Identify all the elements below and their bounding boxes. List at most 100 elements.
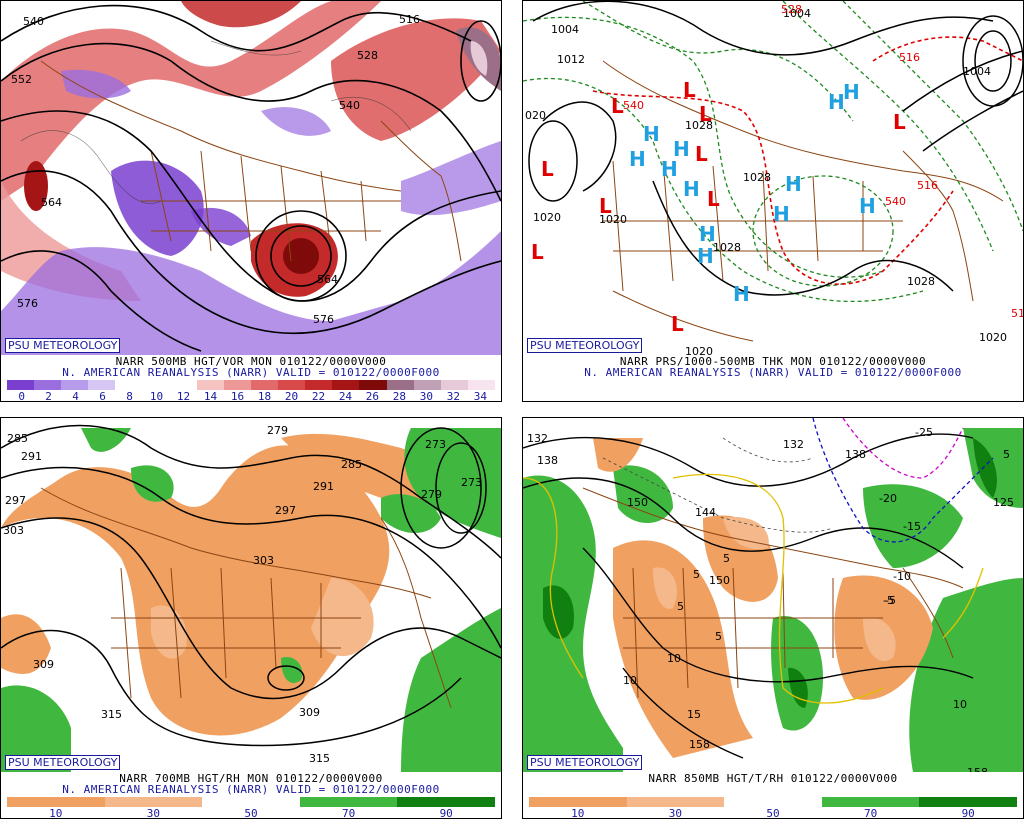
contour-label: 5	[1003, 448, 1010, 461]
map-500mb: 540 516 552 528 540 564 576 564 576	[1, 1, 501, 355]
scale-tick-label: 50	[766, 807, 780, 819]
contour-label: 132	[527, 432, 548, 445]
contour-label: 150	[709, 574, 730, 587]
contour-label: 5	[715, 630, 722, 643]
contour-labels: 285 291 297 303 279 285 291 297 303 273 …	[3, 424, 482, 765]
vorticity-color-scale	[7, 380, 495, 390]
low-symbol: L	[531, 240, 544, 264]
contour-label: 132	[783, 438, 804, 451]
scale-swatch	[196, 380, 224, 390]
contour-label: 138	[845, 448, 866, 461]
contour-label: 273	[425, 438, 446, 451]
scale-swatch	[115, 380, 143, 390]
freezing-line	[523, 473, 984, 704]
psu-meteorology-badge: PSU METEOROLOGY	[527, 755, 643, 770]
valid-time-caption: N. AMERICAN REANALYSIS (NARR) VALID = 01…	[62, 366, 440, 379]
thickness-labels: 516 540 528 516 540 51	[623, 3, 1023, 320]
chart-caption: NARR 500MB HGT/VOR MON 010122/0000V000	[115, 355, 387, 368]
thickness-label: 516	[917, 179, 938, 192]
scale-swatch	[142, 380, 170, 390]
isobar-contours	[528, 1, 1023, 296]
scale-tick-label: 30	[419, 390, 434, 402]
height-contours	[1, 4, 501, 352]
valid-time-caption: N. AMERICAN REANALYSIS (NARR) VALID = 01…	[584, 366, 962, 379]
pressure-label: 1028	[907, 275, 935, 288]
high-symbol: H	[773, 202, 790, 226]
scale-swatch	[250, 380, 279, 390]
contour-label: 158	[967, 766, 988, 772]
scale-swatch	[529, 797, 627, 807]
thickness-label: 516	[899, 51, 920, 64]
height-contours	[1, 424, 501, 747]
scale-tick-label: 2	[45, 390, 52, 402]
scale-swatch	[332, 380, 360, 390]
pressure-label: 1004	[963, 65, 991, 78]
scale-tick-label: 24	[338, 390, 353, 402]
contour-label: 150	[627, 496, 648, 509]
pressure-label: 1012	[557, 53, 585, 66]
vorticity-contours	[20, 40, 412, 204]
thickness-540-contour	[592, 36, 1023, 285]
scale-swatch	[467, 380, 495, 390]
pressure-label: 1028	[685, 119, 713, 132]
pressure-label: 1020	[979, 331, 1007, 344]
scale-tick-label: 32	[446, 390, 460, 402]
high-symbol: H	[828, 90, 845, 114]
scale-swatch	[169, 380, 197, 390]
contour-label: 158	[689, 738, 710, 751]
scale-tick-label: 0	[18, 390, 25, 402]
chart-caption: NARR 700MB HGT/RH MON 010122/0000V000	[119, 772, 383, 785]
thickness-label: 51	[1011, 307, 1023, 320]
scale-tick-label: 4	[72, 390, 79, 402]
contour-label: 297	[5, 494, 26, 507]
temperature-very-cold-contours	[842, 418, 964, 479]
scale-swatch	[202, 797, 300, 807]
contour-label: 540	[23, 15, 44, 28]
contour-label: 303	[253, 554, 274, 567]
contour-label: 297	[275, 504, 296, 517]
contour-labels: 132 138 132 138 144 150 150 -25 -20 -15 …	[527, 426, 1014, 772]
valid-time-caption: N. AMERICAN REANALYSIS (NARR) VALID = 01…	[62, 783, 440, 796]
scale-swatch	[440, 380, 468, 390]
contour-label: 315	[309, 752, 330, 765]
panel-500mb-vorticity: 540 516 552 528 540 564 576 564 576 PSU …	[0, 0, 502, 402]
scale-swatch	[626, 797, 725, 807]
scale-swatch	[88, 380, 116, 390]
low-symbol: L	[707, 187, 720, 211]
high-symbol: H	[699, 222, 716, 246]
high-symbol: H	[643, 122, 660, 146]
scale-tick-label: 30	[146, 807, 161, 819]
contour-label: 540	[339, 99, 360, 112]
scale-tick-label: 6	[99, 390, 106, 402]
psu-meteorology-badge: PSU METEOROLOGY	[5, 338, 121, 353]
pressure-label: 1028	[713, 241, 741, 254]
high-symbol: H	[859, 194, 876, 218]
humidity-shading	[1, 428, 501, 772]
scale-swatch	[7, 380, 35, 390]
contour-label: -20	[879, 492, 897, 505]
contour-label: 5	[693, 568, 700, 581]
thickness-label: 540	[885, 195, 906, 208]
scale-tick-label: 70	[863, 807, 878, 819]
scale-tick-label: 18	[257, 390, 272, 402]
contour-label: 576	[17, 297, 38, 310]
height-contours	[523, 433, 974, 759]
low-symbol: L	[699, 102, 712, 126]
contour-label: 138	[537, 454, 558, 467]
scale-tick-label: 90	[439, 807, 453, 819]
scale-swatch	[359, 380, 387, 390]
contour-label: 285	[7, 432, 28, 445]
scale-tick-label: 70	[341, 807, 356, 819]
scale-tick-label: 28	[392, 390, 407, 402]
high-symbol: H	[843, 80, 860, 104]
contour-label: 309	[299, 706, 320, 719]
contour-label: 309	[33, 658, 54, 671]
contour-label: 291	[313, 480, 334, 493]
scale-tick-label: 50	[244, 807, 258, 819]
contour-label: 5	[723, 552, 730, 565]
psu-meteorology-badge: PSU METEOROLOGY	[5, 755, 121, 770]
pressure-label: 1020	[533, 211, 561, 224]
contour-label: 528	[357, 49, 378, 62]
scale-tick-label: 10	[49, 807, 63, 819]
scale-tick-label: 8	[126, 390, 133, 402]
